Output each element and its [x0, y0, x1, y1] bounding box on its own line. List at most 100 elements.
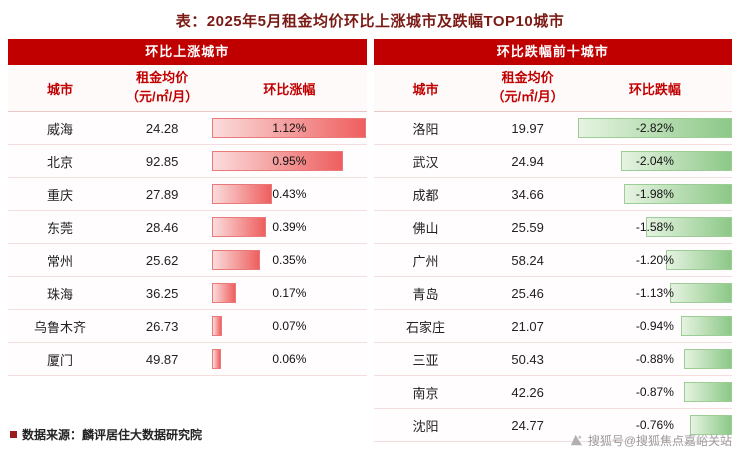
city-cell: 武汉 [412, 154, 439, 170]
city-cell: 北京 [46, 154, 73, 170]
city-cell: 广州 [412, 253, 439, 269]
column-header-change: 环比跌幅 [628, 81, 681, 97]
page-title: 表：2025年5月租金均价环比上涨城市及跌幅TOP10城市 [175, 13, 565, 30]
table-row: 广州 58.24 -1.20% [373, 244, 732, 277]
table-row: 东莞 28.46 0.39% [8, 211, 367, 244]
city-cell: 厦门 [46, 352, 73, 368]
change-bar-cell: -1.98% [578, 178, 732, 210]
city-cell: 东莞 [46, 220, 73, 236]
city-cell: 常州 [46, 253, 73, 269]
table-row: 南京 42.26 -0.87% [373, 376, 732, 409]
change-bar-cell: -0.87% [578, 376, 732, 408]
fall-table-header: 环比跌幅前十城市 [373, 39, 732, 65]
change-bar [212, 349, 221, 369]
change-bar-cell: 0.35% [212, 244, 366, 276]
change-bar-cell: -2.82% [577, 112, 732, 144]
change-value-label: 0.06% [272, 352, 307, 366]
sohu-logo-icon [569, 433, 584, 448]
table-row: 威海 24.28 1.12% [8, 112, 367, 145]
column-header-price: 租金均价 （元/㎡/月） [112, 69, 212, 107]
change-bar [212, 316, 223, 336]
change-bar [683, 349, 732, 369]
table-row: 石家庄 21.07 -0.94% [373, 310, 732, 343]
change-bar-cell: -1.58% [578, 211, 732, 243]
change-bar [577, 118, 732, 138]
price-cell: 28.46 [145, 219, 179, 235]
change-value-label: -1.20% [635, 253, 674, 267]
change-bar [666, 250, 732, 270]
table-row: 成都 34.66 -1.98% [373, 178, 732, 211]
change-bar [620, 151, 732, 171]
table-row: 北京 92.85 0.95% [8, 145, 367, 178]
change-bar [212, 184, 272, 204]
change-bar-cell: -1.20% [578, 244, 732, 276]
change-value-label: -0.94% [635, 319, 674, 333]
table-row: 厦门 49.87 0.06% [8, 343, 367, 376]
change-bar [212, 250, 261, 270]
fall-table-body: 洛阳 19.97 -2.82% 武汉 24.94 -2.04% 成都 34.66 -1.98% 佛… [373, 112, 732, 442]
change-bar [670, 283, 732, 303]
change-bar-cell: 1.12% [212, 112, 367, 144]
change-bar-cell: -1.13% [578, 277, 732, 309]
change-bar-cell: 0.39% [212, 211, 366, 243]
change-bar-cell: 0.06% [212, 343, 366, 375]
change-bar-cell: 0.17% [212, 277, 366, 309]
change-value-label: 0.07% [272, 319, 307, 333]
data-source-row: 数据来源：麟评居住大数据研究院 [10, 426, 202, 443]
table-row: 佛山 25.59 -1.58% [373, 211, 732, 244]
table-row: 重庆 27.89 0.43% [8, 178, 367, 211]
change-bar [684, 382, 732, 402]
price-cell: 36.25 [145, 285, 179, 301]
price-label-line2: （元/㎡/月） [491, 89, 564, 104]
change-bar [212, 151, 344, 171]
city-cell: 青岛 [412, 286, 439, 302]
change-bar-cell: 0.43% [212, 178, 366, 210]
change-bar [623, 184, 732, 204]
city-cell: 石家庄 [405, 319, 445, 335]
price-cell: 42.26 [511, 384, 544, 400]
city-cell: 重庆 [46, 187, 73, 203]
data-source-label: 数据来源：麟评居住大数据研究院 [22, 428, 203, 442]
change-bar [212, 118, 367, 138]
price-cell: 26.73 [145, 318, 179, 334]
change-bar-cell: -2.04% [578, 145, 732, 177]
change-value-label: 0.39% [272, 220, 307, 234]
change-value-label: -1.98% [635, 187, 674, 201]
price-cell: 21.07 [511, 318, 544, 334]
city-cell: 南京 [412, 385, 439, 401]
table-row: 武汉 24.94 -2.04% [373, 145, 732, 178]
table-row: 三亚 50.43 -0.88% [373, 343, 732, 376]
city-cell: 沈阳 [412, 418, 439, 434]
change-bar [212, 217, 266, 237]
table-row: 洛阳 19.97 -2.82% [373, 112, 732, 145]
change-bar-cell: -0.88% [578, 343, 732, 375]
change-value-label: -2.04% [635, 154, 674, 168]
price-cell: 25.46 [511, 285, 544, 301]
change-value-label: -2.82% [635, 121, 674, 135]
change-bar [680, 316, 732, 336]
watermark-label: 搜狐号@搜狐焦点嘉峪关站 [587, 434, 732, 448]
watermark: 搜狐号@搜狐焦点嘉峪关站 [569, 432, 732, 449]
price-cell: 25.59 [511, 219, 544, 235]
change-value-label: -1.13% [635, 286, 674, 300]
price-label-line2: （元/㎡/月） [126, 89, 199, 104]
change-value-label: -1.58% [635, 220, 674, 234]
table-row: 常州 25.62 0.35% [8, 244, 367, 277]
city-cell: 成都 [412, 187, 439, 203]
change-bar [645, 217, 732, 237]
table-row: 沈阳 24.77 -0.76% [373, 409, 732, 442]
rise-column-header-row: 城市 租金均价 （元/㎡/月） 环比涨幅 [8, 65, 367, 112]
price-cell: 34.66 [511, 186, 544, 202]
price-label-line1: 租金均价 [136, 70, 189, 86]
fall-column-header-row: 城市 租金均价 （元/㎡/月） 环比跌幅 [373, 65, 732, 112]
price-cell: 24.77 [511, 417, 544, 433]
column-header-change: 环比涨幅 [263, 81, 316, 97]
city-cell: 乌鲁木齐 [33, 319, 86, 335]
table-row: 珠海 36.25 0.17% [8, 277, 367, 310]
price-cell: 19.97 [511, 120, 544, 136]
price-cell: 27.89 [145, 186, 179, 202]
change-value-label: 0.95% [272, 154, 307, 168]
column-header-city: 城市 [412, 81, 439, 97]
source-bullet-icon [10, 431, 17, 438]
table-row: 青岛 25.46 -1.13% [373, 277, 732, 310]
